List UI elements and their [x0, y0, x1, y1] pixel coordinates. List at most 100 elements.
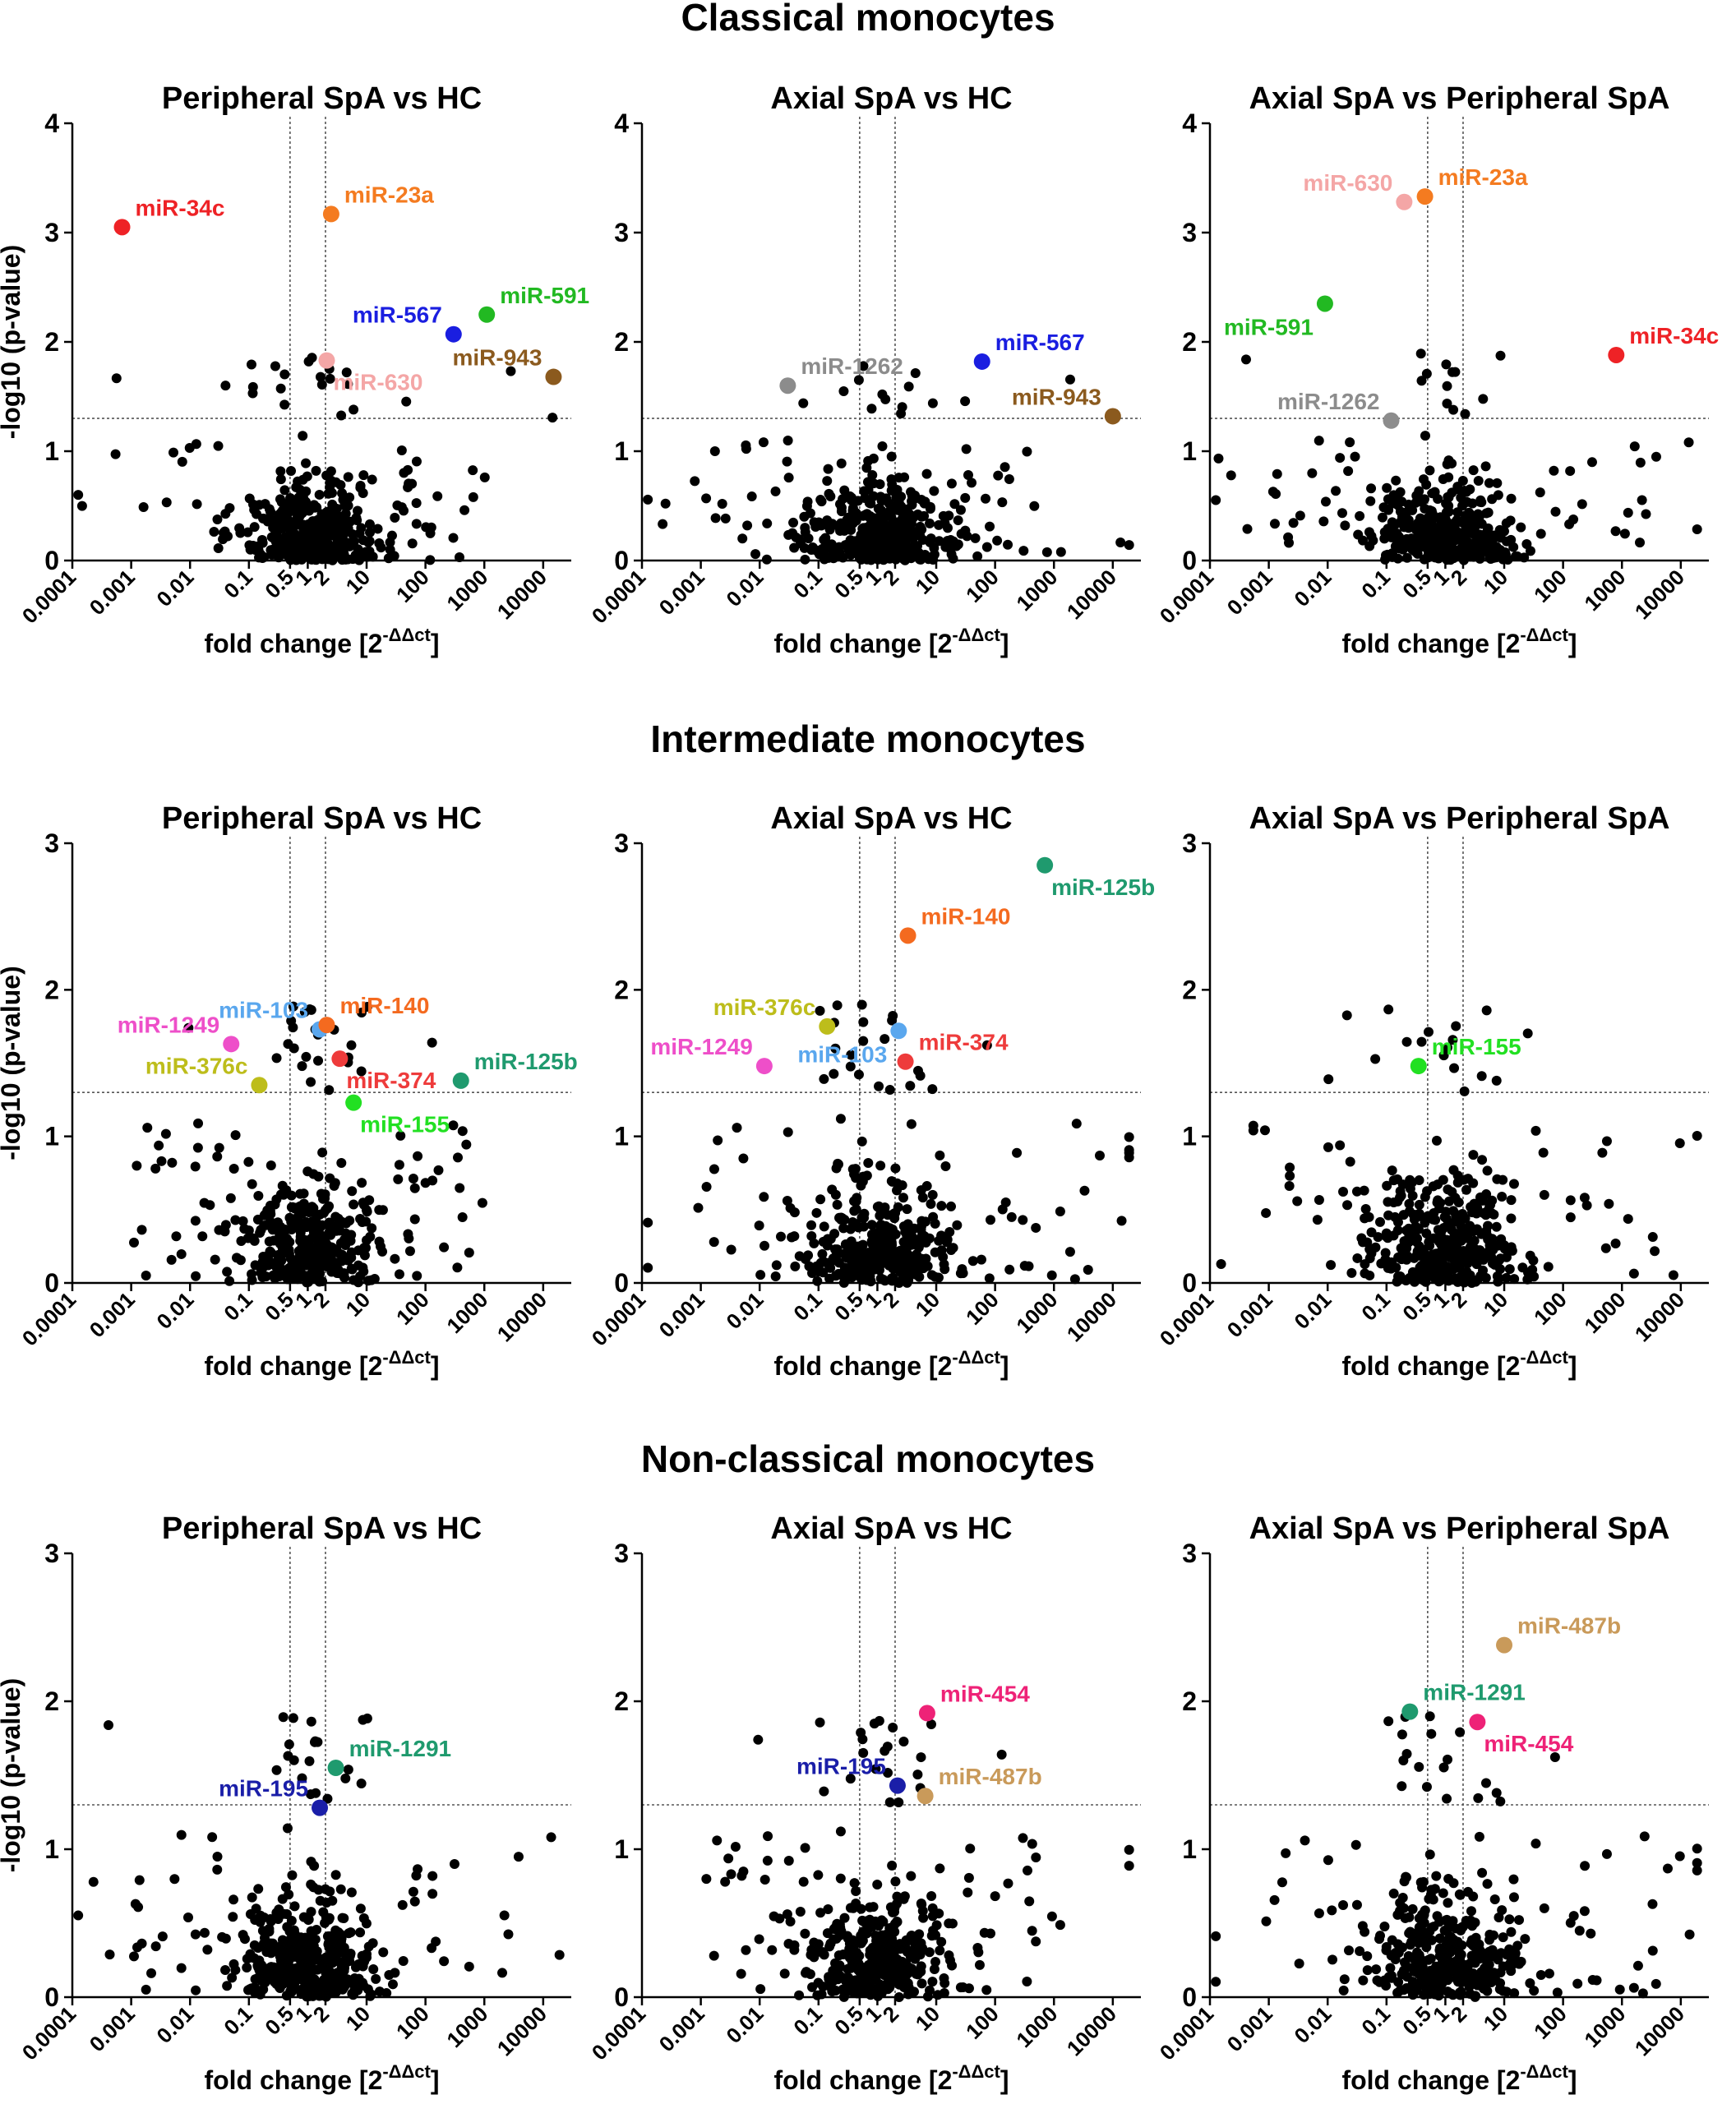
- data-point: [944, 510, 954, 521]
- data-point: [1392, 1174, 1402, 1184]
- data-point: [996, 1749, 1007, 1760]
- data-point: [909, 1937, 920, 1948]
- data-point: [73, 490, 84, 501]
- data-point: [154, 1140, 164, 1151]
- data-point: [1433, 1179, 1443, 1190]
- y-tick-label: 2: [1182, 1686, 1197, 1716]
- data-point: [325, 1886, 335, 1897]
- data-point: [798, 398, 809, 408]
- highlight-point: [331, 1050, 349, 1068]
- x-axis-label: fold change [2-ΔΔct]: [1341, 625, 1577, 658]
- data-point: [1550, 506, 1561, 517]
- data-point: [709, 1237, 719, 1248]
- data-point: [1338, 1899, 1349, 1910]
- data-point: [787, 1232, 797, 1243]
- x-tick-label: 0.01: [1289, 2001, 1336, 2048]
- data-point: [960, 396, 971, 407]
- data-point: [247, 1983, 257, 1994]
- data-point: [279, 399, 290, 410]
- highlight-point: [322, 205, 339, 223]
- data-point: [503, 1929, 514, 1940]
- data-point: [1318, 516, 1329, 527]
- highlight-point: [1316, 295, 1333, 312]
- data-point: [1022, 1977, 1032, 1987]
- y-tick-label: 1: [614, 1834, 629, 1864]
- data-point: [263, 1256, 274, 1267]
- data-point: [1431, 1135, 1442, 1146]
- data-point: [947, 1918, 958, 1929]
- data-point: [1442, 1914, 1452, 1925]
- data-point: [332, 1222, 343, 1233]
- data-point: [1568, 1911, 1579, 1922]
- data-point: [247, 1892, 257, 1903]
- data-point: [1684, 1929, 1695, 1940]
- data-point: [1284, 538, 1295, 548]
- data-point: [1580, 1861, 1591, 1871]
- x-tick-label: 1000: [1011, 1287, 1062, 1338]
- data-point: [358, 1913, 369, 1923]
- data-point: [399, 468, 409, 478]
- data-point: [1600, 1243, 1611, 1253]
- data-point: [1383, 1004, 1394, 1015]
- data-point: [1441, 1246, 1452, 1257]
- data-point: [397, 1899, 408, 1910]
- data-point: [275, 474, 286, 485]
- data-point: [192, 499, 202, 510]
- chart-title: Axial SpA vs Peripheral SpA: [1249, 801, 1670, 836]
- data-point: [870, 1245, 880, 1256]
- data-point: [1343, 466, 1354, 477]
- data-point: [857, 1926, 868, 1937]
- data-point: [1523, 1267, 1534, 1278]
- data-point: [746, 491, 757, 502]
- data-point: [335, 480, 346, 491]
- data-point: [782, 456, 792, 467]
- x-tick-label: 1000: [1579, 565, 1630, 616]
- data-point: [1438, 1762, 1449, 1773]
- data-point: [1342, 1200, 1353, 1211]
- data-point: [292, 503, 302, 514]
- data-point: [750, 549, 761, 560]
- data-point: [893, 1797, 904, 1808]
- data-point: [902, 504, 912, 514]
- data-point: [1501, 1986, 1512, 1997]
- x-tick-label: 2: [1446, 2001, 1471, 2027]
- data-point: [709, 446, 720, 457]
- data-point: [335, 1238, 346, 1248]
- data-point: [1471, 1972, 1482, 1983]
- x-tick-label: 10000: [1062, 565, 1121, 624]
- data-point: [845, 1774, 856, 1784]
- data-point: [1493, 490, 1503, 501]
- data-point: [362, 1207, 372, 1217]
- data-point: [279, 369, 290, 380]
- data-point: [851, 1886, 861, 1897]
- x-tick-label: 0.01: [151, 2001, 198, 2048]
- data-point: [315, 371, 326, 382]
- data-point: [1506, 1926, 1517, 1937]
- data-point: [839, 1214, 850, 1225]
- data-point: [1370, 1054, 1381, 1064]
- data-point: [874, 1715, 884, 1726]
- x-tick-label: 10: [341, 1287, 376, 1322]
- data-point: [1468, 465, 1479, 476]
- data-point: [710, 513, 721, 524]
- data-point: [1628, 1982, 1639, 1993]
- x-axis-label: fold change [2-ΔΔct]: [1341, 1347, 1577, 1381]
- data-point: [358, 1980, 369, 1991]
- data-point: [404, 1233, 414, 1243]
- data-point: [819, 1786, 829, 1797]
- data-point: [337, 488, 348, 499]
- data-point: [1448, 1878, 1459, 1889]
- data-point: [289, 517, 299, 528]
- data-point: [1586, 1928, 1596, 1939]
- highlight-point: [327, 1760, 344, 1776]
- data-point: [1397, 1893, 1408, 1903]
- data-point: [427, 1943, 437, 1954]
- data-point: [298, 533, 309, 544]
- data-point: [310, 502, 321, 513]
- data-point: [222, 1267, 233, 1277]
- data-point: [1497, 1192, 1507, 1202]
- data-point: [457, 1126, 468, 1137]
- data-point: [377, 1246, 388, 1257]
- data-point: [1507, 1245, 1517, 1256]
- data-point: [301, 1202, 312, 1213]
